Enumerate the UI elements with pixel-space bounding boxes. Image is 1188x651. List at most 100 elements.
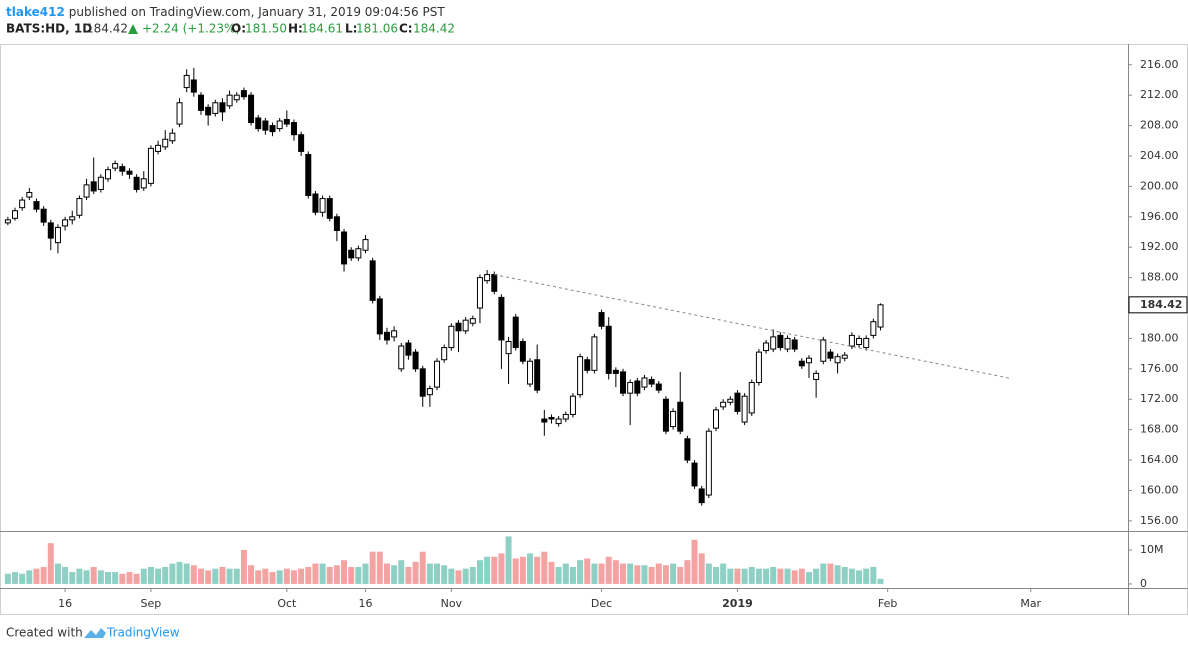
candle-body xyxy=(419,368,426,397)
x-tick-label: Sep xyxy=(141,597,162,610)
volume-bar xyxy=(691,539,698,584)
brand-logo xyxy=(84,628,106,638)
candle-body xyxy=(405,342,412,356)
y-tick-label: 196.00 xyxy=(1140,210,1179,223)
candle-body xyxy=(655,383,662,391)
volume-bar xyxy=(369,551,376,584)
volume-bar xyxy=(441,565,448,584)
candle-body xyxy=(798,360,805,367)
candle-body xyxy=(569,395,576,415)
candle-body xyxy=(691,462,698,487)
volume-bar xyxy=(54,563,61,584)
volume-bar xyxy=(105,572,112,584)
footer-brand: TradingView xyxy=(106,626,180,640)
volume-bar xyxy=(484,556,491,584)
volume-bar xyxy=(870,566,877,584)
y-tick-label: 212.00 xyxy=(1140,88,1179,101)
candle-body xyxy=(455,322,462,332)
y-tick-label: 208.00 xyxy=(1140,119,1179,132)
candle-body xyxy=(33,201,40,210)
candle-body xyxy=(498,296,505,341)
y-tick-label: 168.00 xyxy=(1140,423,1179,436)
candle-body xyxy=(662,398,669,432)
volume-bar xyxy=(112,572,119,584)
volume-bar xyxy=(326,566,333,584)
volume-bar xyxy=(140,568,147,584)
candle-body xyxy=(634,380,641,394)
volume-bar xyxy=(319,563,326,584)
volume-bar xyxy=(820,563,827,584)
candle-body xyxy=(870,321,877,336)
volume-bar xyxy=(498,553,505,584)
y-tick-label: 204.00 xyxy=(1140,149,1179,162)
volume-bar xyxy=(648,566,655,584)
candle-body xyxy=(412,351,419,370)
candle-body xyxy=(269,125,276,133)
candle-body xyxy=(426,388,433,396)
candle-body xyxy=(648,378,655,385)
candle-body xyxy=(398,345,405,370)
candle-body xyxy=(469,318,476,324)
candle-body xyxy=(512,316,519,349)
x-tick-label: 16 xyxy=(58,597,72,610)
volume-bar xyxy=(312,563,319,584)
candle-body xyxy=(97,176,104,190)
volume-bar xyxy=(712,566,719,584)
volume-bar xyxy=(47,543,54,584)
candle-body xyxy=(741,395,748,423)
c-label: C: xyxy=(399,22,413,36)
candle-body xyxy=(126,170,133,175)
volume-bar xyxy=(412,561,419,584)
candle-body xyxy=(169,132,176,142)
x-tick-label: 16 xyxy=(359,597,373,610)
volume-bar xyxy=(591,563,598,584)
volume-bar xyxy=(376,551,383,584)
volume-bar xyxy=(155,568,162,584)
volume-bar xyxy=(12,572,19,584)
volume-bar xyxy=(33,568,40,584)
up-arrow xyxy=(128,24,138,34)
candle-body xyxy=(670,410,677,428)
volume-bar xyxy=(262,568,269,584)
volume-bar xyxy=(176,561,183,584)
volume-bar xyxy=(434,563,441,584)
volume-bar xyxy=(97,570,104,584)
volume-bar xyxy=(848,568,855,584)
candle-body xyxy=(391,330,398,338)
volume-bar xyxy=(76,568,83,584)
x-tick-label: Mar xyxy=(1020,597,1041,610)
volume-bar xyxy=(705,563,712,584)
candle-body xyxy=(62,219,69,227)
published: published on TradingView.com, January 31… xyxy=(69,5,446,19)
volume-bar xyxy=(670,563,677,584)
volume-bar xyxy=(562,563,569,584)
candle-body xyxy=(276,120,283,130)
volume-bar xyxy=(519,556,526,584)
volume-bar xyxy=(476,560,483,584)
candle-body xyxy=(519,340,526,362)
candle-body xyxy=(355,248,362,259)
volume-bar xyxy=(777,568,784,584)
candle-body xyxy=(705,430,712,496)
candle-body xyxy=(448,325,455,349)
x-tick-label: Nov xyxy=(441,597,463,610)
candle-body xyxy=(255,117,262,130)
x-tick-label: 2019 xyxy=(722,597,753,610)
x-tick-label: Oct xyxy=(277,597,297,610)
volume-bar xyxy=(83,570,90,584)
candle-body xyxy=(548,416,555,420)
volume-bar xyxy=(577,560,584,584)
candle-body xyxy=(119,166,126,172)
candle-body xyxy=(183,74,190,89)
candle-body xyxy=(627,382,634,394)
volume-bar xyxy=(677,566,684,584)
volume-bar xyxy=(527,553,534,584)
last-price-label: 184.42 xyxy=(1140,298,1182,311)
candle-body xyxy=(763,342,770,352)
volume-bar xyxy=(355,566,362,584)
volume-bar xyxy=(534,556,541,584)
candle-body xyxy=(290,122,297,136)
volume-bar xyxy=(212,568,219,584)
candle-body xyxy=(348,249,355,259)
candle-body xyxy=(841,354,848,359)
